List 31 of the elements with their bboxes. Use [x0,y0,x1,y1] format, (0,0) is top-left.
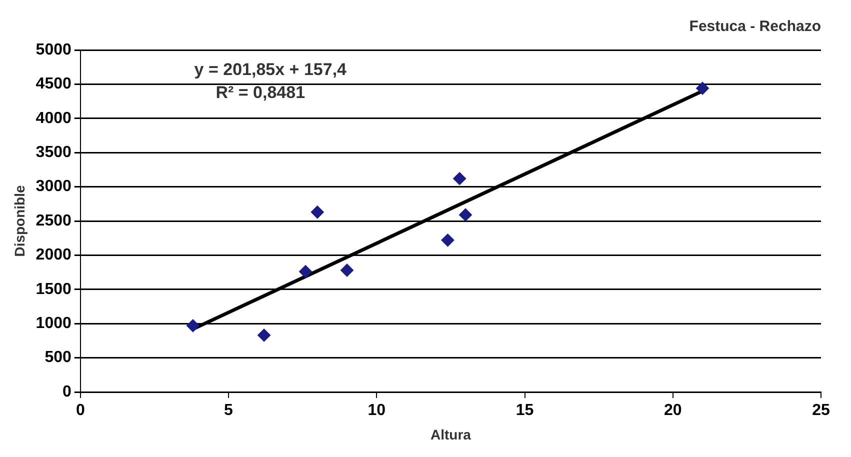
point [186,319,200,332]
y-tick-label: 5000 [36,41,72,58]
annotation: y = 201,85x + 157,4 [194,60,348,79]
point [340,264,354,277]
y-tick-label: 3000 [36,178,72,196]
y-tick-label: 1500 [36,280,72,298]
y-tick-label: 0 [62,383,72,400]
point [299,265,312,278]
point [310,206,324,219]
chart-title: Festuca - Rechazo [689,18,821,36]
y-tick-label: 1000 [36,315,72,332]
x-tick-label: 10 [368,402,386,420]
annotation: R² = 0,8481 [216,83,306,102]
x-tick-label: 25 [812,402,830,420]
y-tick-label: 3500 [36,144,72,162]
point [459,208,472,222]
x-tick-label: 15 [516,402,534,420]
point [441,234,454,247]
x-tick-label: 20 [664,402,682,420]
y-tick-label: 4000 [36,110,72,127]
x-axis-title: Altura [430,426,472,442]
point [258,328,271,342]
y-tick-label: 4500 [36,76,72,93]
point [453,172,466,186]
y-tick-label: 2500 [36,212,72,230]
y-axis-title: Disponible [11,185,28,257]
point [696,82,710,95]
x-tick-label: 0 [76,402,85,420]
y-tick-label: 2000 [36,246,72,264]
x-tick-label: 5 [224,402,234,420]
y-tick-label: 500 [44,349,72,366]
